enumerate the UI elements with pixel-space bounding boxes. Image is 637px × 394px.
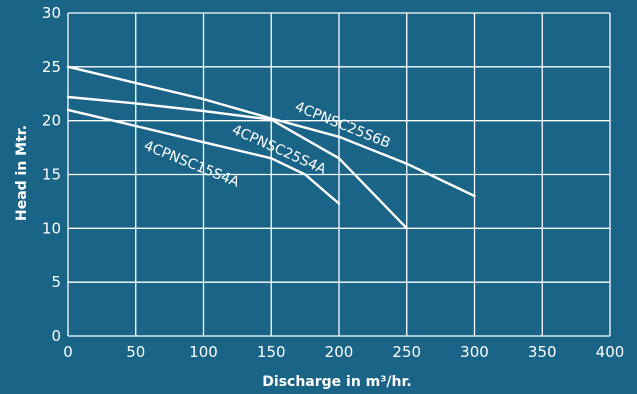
x-tick-label: 150	[257, 343, 286, 361]
y-tick-label: 5	[51, 273, 61, 291]
x-axis-ticks: 0 50 100 150 200 250 300 350 400	[63, 343, 624, 361]
x-tick-label: 250	[392, 343, 421, 361]
x-axis-label: Discharge in m³/hr.	[262, 374, 411, 390]
x-tick-label: 0	[63, 343, 73, 361]
y-axis-ticks: 0 5 10 15 20 25 30	[42, 4, 61, 345]
x-tick-label: 100	[189, 343, 218, 361]
x-tick-label: 50	[126, 343, 145, 361]
y-tick-label: 10	[42, 219, 61, 237]
x-tick-label: 200	[325, 343, 354, 361]
y-tick-label: 20	[42, 112, 61, 130]
y-tick-label: 0	[51, 327, 61, 345]
x-tick-label: 400	[596, 343, 625, 361]
series-curves	[66, 65, 476, 230]
y-tick-label: 30	[42, 4, 61, 22]
x-tick-label: 300	[460, 343, 489, 361]
y-axis-label: Head in Mtr.	[14, 125, 30, 221]
x-tick-label: 350	[528, 343, 557, 361]
series-line-4cpnsc25s4a	[66, 95, 408, 230]
y-tick-label: 25	[42, 58, 61, 76]
series-line-4cpnsc15s4a	[66, 108, 341, 205]
y-tick-label: 15	[42, 166, 61, 184]
grid-lines	[67, 12, 611, 337]
